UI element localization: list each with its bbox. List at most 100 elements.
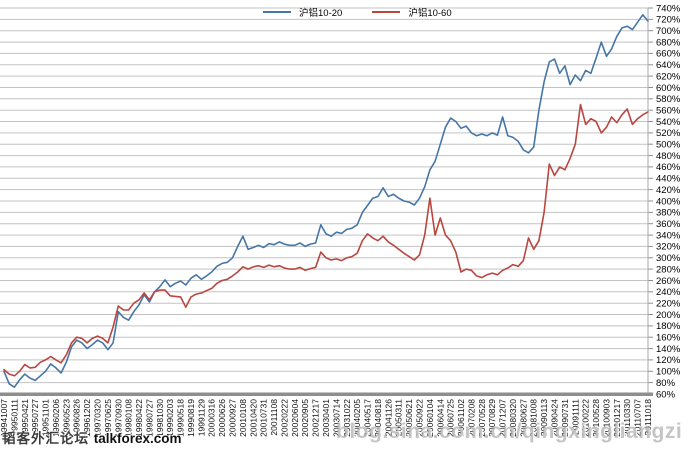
watermark-talkforex-domain: talkforex.com — [93, 431, 182, 446]
x-axis-label: 20060725 — [446, 399, 456, 437]
x-axis-label: 20091111 — [570, 399, 580, 435]
x-axis-label: 19980422 — [134, 399, 144, 437]
x-axis-label: 20070829 — [487, 399, 497, 437]
y-axis-label: 200% — [656, 310, 681, 321]
x-axis-label: 20040818 — [373, 399, 383, 437]
x-axis-label: 20070208 — [466, 399, 476, 437]
x-axis-label: 20040205 — [352, 399, 362, 437]
x-axis-line — [0, 392, 653, 396]
x-axis-label: 19950111 — [9, 399, 19, 436]
y-axis-label: 320% — [656, 242, 681, 253]
y-axis-label: 540% — [656, 117, 681, 128]
x-axis-label: 20090731 — [560, 399, 570, 437]
series-line-1 — [3, 103, 649, 377]
x-axis-label: 19990518 — [176, 399, 186, 437]
x-axis-label: 20101217 — [612, 399, 622, 437]
y-axis-label: 380% — [656, 208, 681, 219]
y-axis-label: 600% — [656, 83, 681, 94]
y-axis-label: 640% — [656, 60, 681, 71]
x-axis-label: 19990203 — [165, 399, 175, 437]
x-axis-label: 19941007 — [0, 399, 9, 437]
x-axis-label: 20000316 — [207, 399, 217, 437]
x-axis-label: 20031022 — [342, 399, 352, 437]
y-axis-label: 420% — [656, 185, 681, 196]
y-axis-label: 180% — [656, 321, 681, 332]
x-axis-label: 20061102 — [456, 399, 466, 436]
x-axis-label: 20020905 — [300, 399, 310, 437]
y-axis-label: 500% — [656, 140, 681, 151]
x-axis-label: 20081008 — [529, 399, 539, 437]
x-axis-label: 20080320 — [508, 399, 518, 437]
x-axis-label: 19980108 — [124, 399, 134, 437]
x-axis-label: 20110707 — [633, 399, 643, 436]
x-axis-label: 20050922 — [415, 399, 425, 437]
y-axis-label: 660% — [656, 49, 681, 60]
x-axis-label: 20030714 — [331, 399, 341, 437]
legend-label-series-1: 沪铝10-20 — [299, 8, 343, 19]
x-axis-label: 19961202 — [82, 399, 92, 437]
x-axis-label: 20100528 — [591, 399, 601, 437]
y-axis-label: 300% — [656, 253, 681, 264]
x-axis-label: 19960826 — [72, 399, 82, 437]
y-axis-label: 440% — [656, 174, 681, 185]
x-axis-label: 20010731 — [259, 399, 269, 437]
y-axis-label: 140% — [656, 344, 681, 355]
x-axis-label: 19970320 — [93, 399, 103, 437]
y-axis-label: 240% — [656, 287, 681, 298]
legend-swatch-line-blue — [263, 11, 291, 13]
watermark-talkforex-chinese: 韬客外汇论坛 — [2, 431, 89, 446]
y-axis-label: 480% — [656, 151, 681, 162]
x-axis-label: 20090424 — [550, 399, 560, 437]
x-axis-label: 20030401 — [321, 399, 331, 437]
x-axis-label: 20000626 — [217, 399, 227, 437]
x-axis-label: 19981030 — [155, 399, 165, 437]
watermark-talkforex: 韬客外汇论坛 talkforex.com — [2, 427, 182, 447]
watermark-blog-url: blog.sina.com.cn/qingxingliangzi — [336, 420, 683, 443]
x-axis-label: 20080627 — [518, 399, 528, 437]
y-axis-label: 120% — [656, 355, 681, 366]
x-axis-label: 19950421 — [20, 399, 30, 437]
legend-swatch-line-red — [372, 11, 401, 13]
y-axis-label: 740% — [656, 3, 681, 14]
x-axis-label: 20110330 — [622, 399, 632, 436]
x-axis-label: 20050621 — [404, 399, 414, 437]
y-axis-label: 80% — [656, 378, 676, 389]
x-axis-label: 19960206 — [51, 399, 61, 437]
y-axis-label: 360% — [656, 219, 681, 230]
y-axis-label: 340% — [656, 230, 681, 241]
x-axis-label: 19960523 — [61, 399, 71, 437]
x-axis-label: 20100903 — [602, 399, 612, 437]
x-axis-label: 20090113 — [539, 399, 549, 436]
x-axis-label: 20011108 — [269, 399, 279, 436]
y-axis-label: 220% — [656, 299, 681, 310]
x-axis-label: 20060414 — [435, 399, 445, 437]
x-axis-label: 20040517 — [363, 399, 373, 437]
x-axis-label: 19950727 — [30, 399, 40, 437]
x-axis-label: 20010420 — [248, 399, 258, 437]
y-axis-label: 720% — [656, 15, 681, 26]
y-axis-label: 160% — [656, 333, 681, 344]
y-axis-label: 580% — [656, 94, 681, 105]
x-axis-label: 20050311 — [394, 399, 404, 436]
x-axis-label: 20020604 — [290, 399, 300, 437]
x-axis-label: 20020222 — [280, 399, 290, 437]
x-axis-label: 19980727 — [144, 399, 154, 437]
y-axis-label: 400% — [656, 196, 681, 207]
y-axis-label: 620% — [656, 71, 681, 82]
y-axis-label: 560% — [656, 106, 681, 117]
series-line-0 — [3, 14, 649, 388]
x-axis-label: 19991129 — [196, 399, 206, 436]
y-axis-label: 680% — [656, 37, 681, 48]
x-axis-label: 19970625 — [103, 399, 113, 437]
x-axis-label: 20041126 — [383, 399, 393, 436]
x-axis-label: 20060104 — [425, 399, 435, 437]
x-axis-label: 20000927 — [228, 399, 238, 437]
y-axis-label: 60% — [656, 389, 676, 400]
x-axis-label: 20070528 — [477, 399, 487, 437]
x-axis-label: 20071207 — [498, 399, 508, 437]
y-axis-label: 100% — [656, 367, 681, 378]
legend-label-series-2: 沪铝10-60 — [408, 8, 452, 19]
x-axis-label: 20111018 — [643, 399, 653, 436]
x-axis-label: 19990819 — [186, 399, 196, 437]
